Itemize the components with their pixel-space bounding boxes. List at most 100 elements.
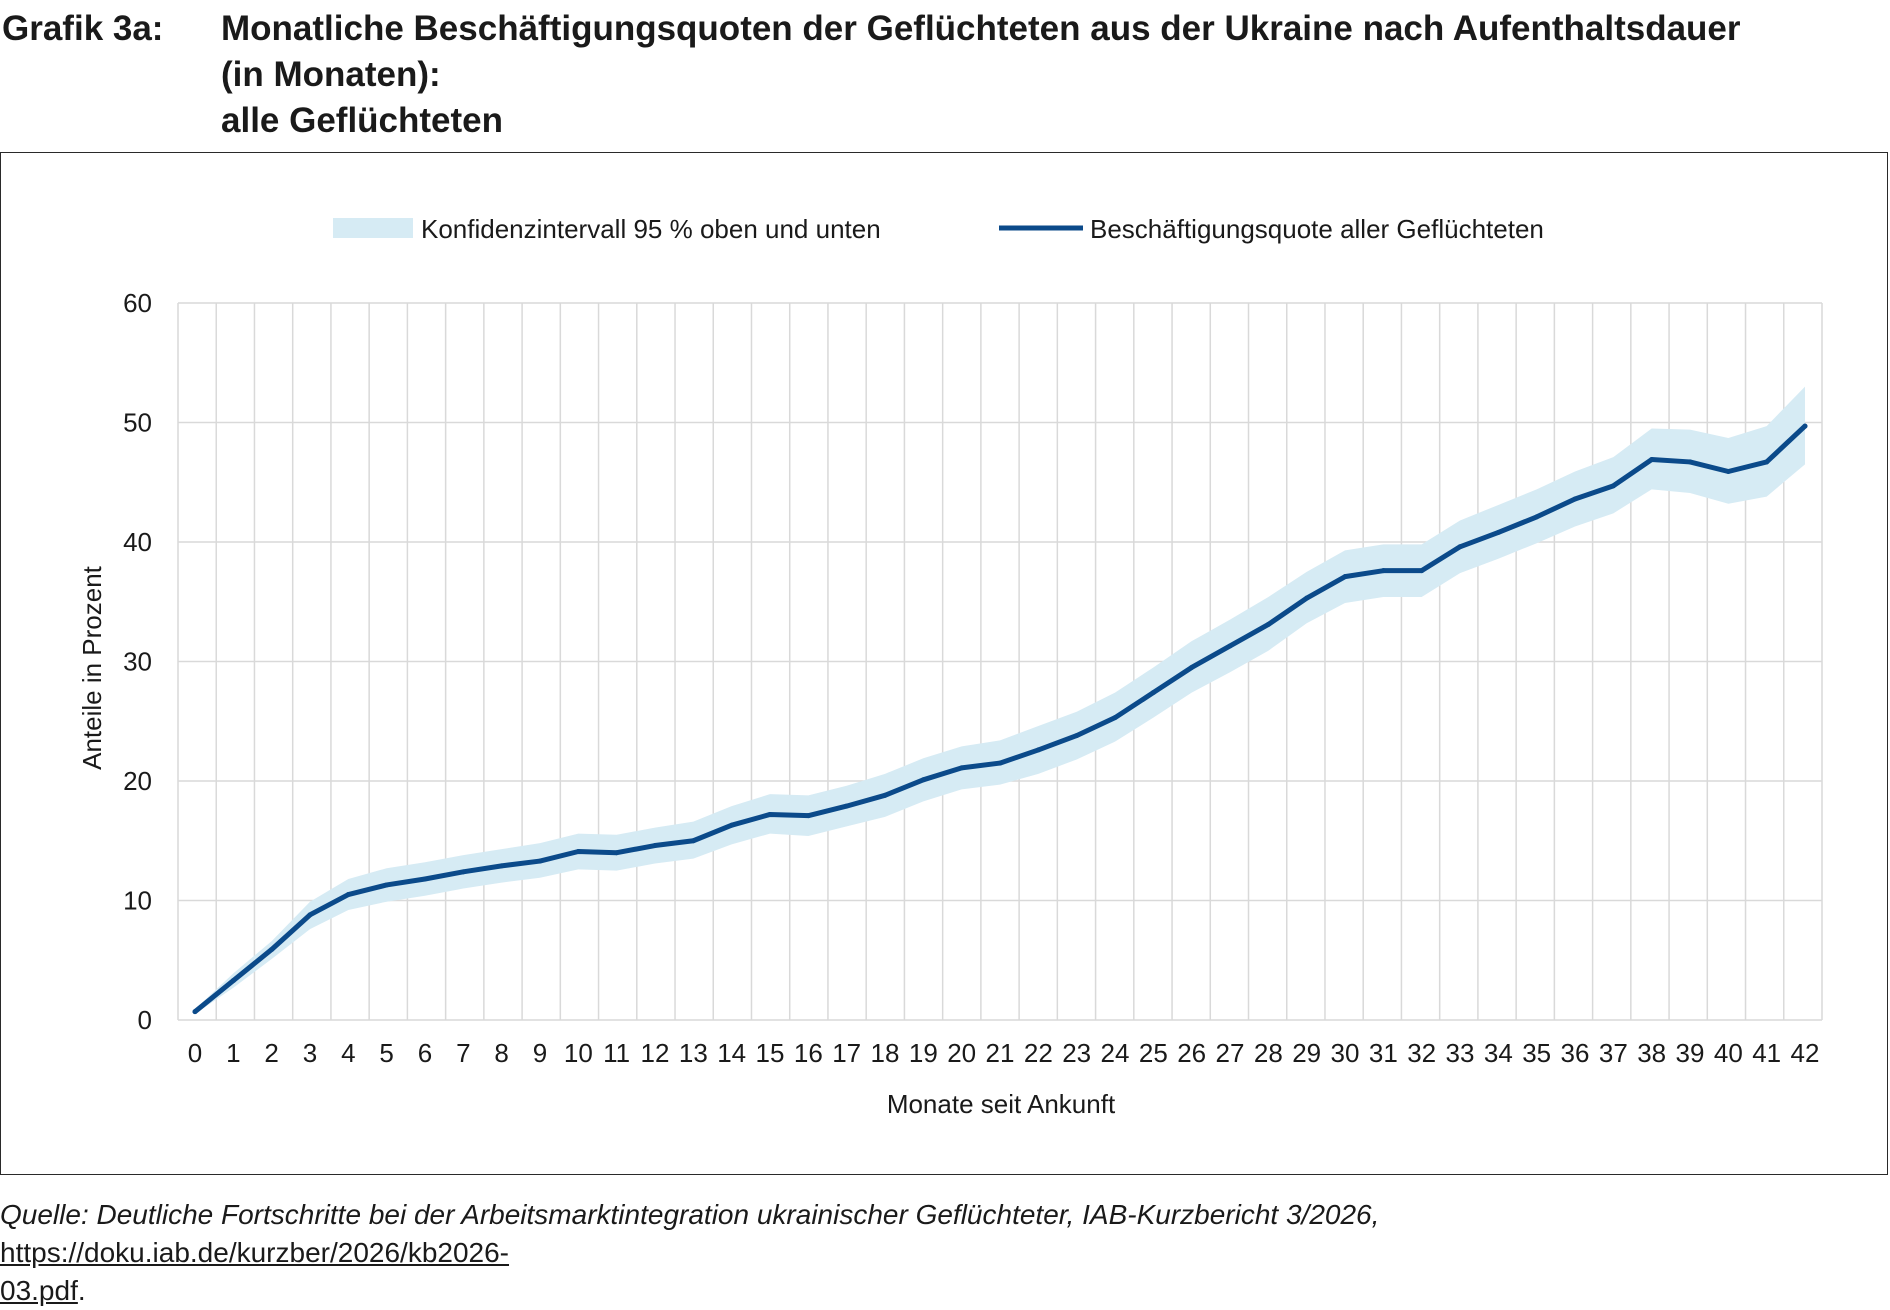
x-tick-label: 34	[1484, 1038, 1513, 1068]
data-point	[997, 760, 1003, 766]
x-tick-label: 0	[188, 1038, 202, 1068]
data-point	[1150, 690, 1156, 696]
x-tick-label: 10	[564, 1038, 593, 1068]
data-point	[1534, 514, 1540, 520]
chart-frame: Konfidenzintervall 95 % oben und unten B…	[0, 152, 1888, 1175]
x-tick-label: 37	[1599, 1038, 1628, 1068]
series-line	[192, 423, 1808, 1015]
y-tick-label: 20	[123, 766, 152, 796]
x-tick-label: 30	[1331, 1038, 1360, 1068]
chart-title-line-3: alle Geflüchteten	[221, 101, 504, 140]
x-tick-label: 20	[947, 1038, 976, 1068]
x-tick-label: 35	[1522, 1038, 1551, 1068]
x-tick-label: 24	[1101, 1038, 1130, 1068]
x-tick-label: 7	[456, 1038, 470, 1068]
x-tick-label: 21	[986, 1038, 1015, 1068]
data-point	[537, 858, 543, 864]
chart-header: Grafik 3a: Monatliche Beschäftigungsquot…	[0, 6, 1890, 146]
source-link[interactable]: https://doku.iab.de/kurzber/2026/kb2026-…	[0, 1237, 509, 1306]
data-point	[844, 803, 850, 809]
x-tick-label: 11	[603, 1038, 630, 1068]
x-tick-label: 3	[303, 1038, 317, 1068]
legend-line-label: Beschäftigungsquote aller Geflüchteten	[1090, 214, 1544, 244]
legend-band-swatch	[333, 218, 413, 238]
x-tick-label: 13	[679, 1038, 708, 1068]
x-tick-label: 22	[1024, 1038, 1053, 1068]
x-tick-label: 15	[756, 1038, 785, 1068]
y-axis-title: Anteile in Prozent	[77, 565, 107, 770]
data-point	[499, 863, 505, 869]
x-tick-label: 25	[1139, 1038, 1168, 1068]
x-tick-label: 6	[418, 1038, 432, 1068]
x-tick-label: 29	[1292, 1038, 1321, 1068]
data-point	[460, 869, 466, 875]
data-point	[920, 777, 926, 783]
data-point	[1764, 459, 1770, 465]
y-tick-label: 40	[123, 527, 152, 557]
grid	[177, 302, 1823, 1021]
source-link-part-1: https://doku.iab.de/kurzber/2026/kb2026-	[0, 1237, 510, 1268]
x-tick-label: 9	[533, 1038, 547, 1068]
x-tick-label: 14	[717, 1038, 746, 1068]
data-point	[1227, 643, 1233, 649]
data-point	[575, 849, 581, 855]
data-point	[1572, 496, 1578, 502]
data-point	[652, 843, 658, 849]
data-point	[230, 978, 236, 984]
x-tick-label: 32	[1407, 1038, 1436, 1068]
x-tick-label: 8	[494, 1038, 508, 1068]
legend-band-label: Konfidenzintervall 95 % oben und unten	[421, 214, 881, 244]
x-tick-label: 17	[832, 1038, 861, 1068]
x-tick-label: 2	[264, 1038, 278, 1068]
data-point	[384, 882, 390, 888]
data-point	[1342, 574, 1348, 580]
data-point	[729, 822, 735, 828]
confidence-band-area	[195, 386, 1805, 1015]
y-axis-ticks: 0 10 20 30 40 50 60	[123, 288, 152, 1035]
chart-title-line-2: (in Monaten):	[221, 55, 441, 94]
confidence-band	[195, 386, 1805, 1015]
x-tick-label: 26	[1177, 1038, 1206, 1068]
data-point	[269, 946, 275, 952]
data-point	[959, 765, 965, 771]
source-note: Quelle: Deutliche Fortschritte bei der A…	[0, 1196, 1890, 1310]
x-tick-label: 19	[909, 1038, 938, 1068]
data-point	[1419, 568, 1425, 574]
data-point	[1687, 459, 1693, 465]
data-point	[882, 792, 888, 798]
data-point	[767, 811, 773, 817]
source-link-part-2: 03.pdf	[0, 1275, 78, 1306]
x-axis-ticks: 0 1 2 3 4 5 6 7 8 9 10 11 12 13 14 15 16 17 18 19 20 21 22 23 24…	[188, 1038, 1820, 1068]
data-point	[1265, 621, 1271, 627]
x-tick-label: 36	[1561, 1038, 1590, 1068]
x-tick-label: 38	[1637, 1038, 1666, 1068]
line-chart: Konfidenzintervall 95 % oben und unten B…	[77, 214, 1823, 1119]
x-tick-label: 12	[641, 1038, 670, 1068]
x-tick-label: 39	[1676, 1038, 1705, 1068]
chart-title: Monatliche Beschäftigungsquoten der Gefl…	[221, 6, 1861, 144]
data-point	[690, 838, 696, 844]
x-tick-label: 16	[794, 1038, 823, 1068]
source-trailing: .	[77, 1275, 86, 1306]
data-point	[1610, 483, 1616, 489]
y-tick-label: 0	[138, 1005, 152, 1035]
x-tick-label: 1	[226, 1038, 240, 1068]
data-point	[307, 912, 313, 918]
data-point	[1380, 568, 1386, 574]
x-tick-label: 28	[1254, 1038, 1283, 1068]
data-point	[345, 892, 351, 898]
y-tick-label: 10	[123, 886, 152, 916]
data-point	[1495, 529, 1501, 535]
data-point	[192, 1009, 198, 1015]
data-point	[1074, 733, 1080, 739]
y-tick-label: 50	[123, 408, 152, 438]
data-point	[1189, 664, 1195, 670]
data-point	[805, 813, 811, 819]
data-point	[1802, 423, 1808, 429]
data-point	[1725, 468, 1731, 474]
legend: Konfidenzintervall 95 % oben und unten B…	[333, 214, 1544, 244]
x-axis-title: Monate seit Ankunft	[887, 1089, 1116, 1119]
data-point	[1304, 595, 1310, 601]
chart-title-line-1: Monatliche Beschäftigungsquoten der Gefl…	[221, 9, 1741, 48]
y-tick-label: 60	[123, 288, 152, 318]
